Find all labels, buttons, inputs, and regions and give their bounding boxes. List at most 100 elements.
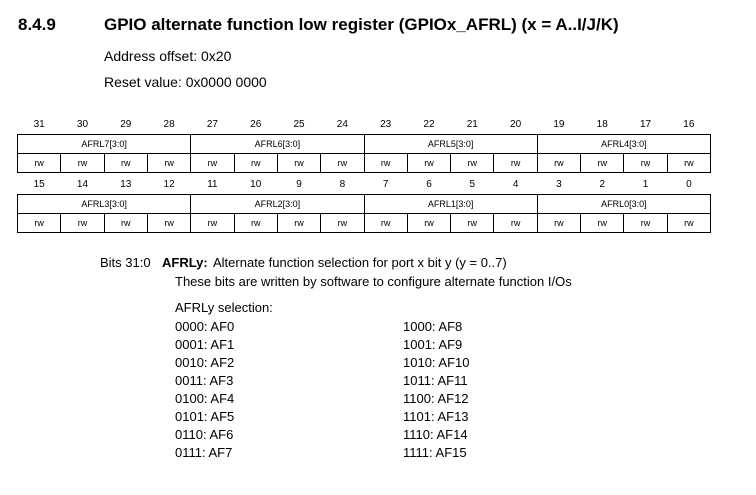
access-type: rw (190, 153, 235, 173)
bits-range: Bits 31:0 (100, 255, 151, 270)
access-type: rw (536, 213, 582, 233)
selection-item: 0100: AF4 (175, 391, 235, 406)
bit-number: 27 (206, 118, 218, 130)
bit-number: 12 (163, 178, 175, 190)
access-type: rw (320, 213, 365, 233)
access-type: rw (103, 153, 148, 173)
register-table-low: 15 14 13 12 11 10 9 8 7 6 5 4 3 2 1 0 AF… (16, 174, 712, 233)
selection-item: 1110: AF14 (403, 427, 468, 442)
field-afrl6: AFRL6[3:0] (190, 134, 365, 154)
bit-number: 22 (423, 118, 435, 130)
access-row-low: rw rw rw rw rw rw rw rw rw rw rw rw rw r… (16, 213, 712, 233)
bit-number: 9 (296, 178, 302, 190)
bit-number: 28 (163, 118, 175, 130)
field-afrl0: AFRL0[3:0] (536, 194, 712, 214)
field-row-high: AFRL7[3:0] AFRL6[3:0] AFRL5[3:0] AFRL4[3… (16, 134, 712, 154)
selection-item: 0110: AF6 (175, 427, 234, 442)
bit-number: 31 (33, 118, 45, 130)
access-type: rw (16, 153, 62, 173)
bit-number: 6 (426, 178, 432, 190)
access-type: rw (666, 213, 712, 233)
bit-number-row-low: 15 14 13 12 11 10 9 8 7 6 5 4 3 2 1 0 (18, 174, 711, 195)
bit-number: 8 (339, 178, 346, 190)
access-type: rw (666, 153, 712, 173)
access-type: rw (16, 213, 62, 233)
selection-list-right: 1000: AF8 1001: AF9 1010: AF10 1011: AF1… (403, 318, 470, 462)
field-afrl5: AFRL5[3:0] (363, 134, 538, 154)
access-type: rw (493, 213, 538, 233)
access-type: rw (60, 153, 105, 173)
bit-number: 26 (250, 118, 262, 130)
selection-item: 1001: AF9 (403, 337, 463, 352)
bit-number: 2 (599, 178, 605, 190)
access-type: rw (406, 213, 452, 233)
bit-number: 7 (382, 178, 389, 190)
selection-item: 0011: AF3 (175, 373, 234, 388)
selection-item: 1111: AF15 (403, 445, 467, 460)
access-type: rw (60, 213, 105, 233)
access-type: rw (190, 213, 235, 233)
address-offset: Address offset: 0x20 (104, 48, 232, 64)
field-afrl1: AFRL1[3:0] (363, 194, 538, 214)
selection-item: 0000: AF0 (175, 319, 235, 334)
register-table-high: 31 30 29 28 27 26 25 24 23 22 21 20 19 1… (16, 114, 712, 173)
field-row-low: AFRL3[3:0] AFRL2[3:0] AFRL1[3:0] AFRL0[3… (16, 194, 712, 214)
access-type: rw (233, 213, 278, 233)
access-row-high: rw rw rw rw rw rw rw rw rw rw rw rw rw r… (16, 153, 712, 173)
bit-number: 15 (33, 178, 45, 190)
access-type: rw (146, 153, 192, 173)
access-type: rw (450, 213, 495, 233)
field-afrl7: AFRL7[3:0] (16, 134, 192, 154)
bit-number: 5 (469, 178, 476, 190)
bit-number: 3 (556, 178, 562, 190)
selection-list-left: 0000: AF0 0001: AF1 0010: AF2 0011: AF3 … (175, 318, 234, 462)
field-afrl3: AFRL3[3:0] (16, 194, 192, 214)
bit-number: 21 (466, 118, 478, 130)
section-title: GPIO alternate function low register (GP… (104, 15, 619, 34)
access-type: rw (493, 153, 538, 173)
selection-item: 0111: AF7 (175, 445, 233, 460)
field-afrl4: AFRL4[3:0] (536, 134, 712, 154)
reset-value: Reset value: 0x0000 0000 (104, 74, 267, 90)
access-type: rw (276, 213, 322, 233)
selection-title: AFRLy selection: (175, 300, 273, 315)
access-type: rw (580, 213, 625, 233)
selection-item: 0101: AF5 (175, 409, 235, 424)
access-type: rw (363, 153, 408, 173)
bit-number: 11 (207, 178, 218, 190)
access-type: rw (146, 213, 192, 233)
access-type: rw (363, 213, 408, 233)
bit-number: 29 (120, 118, 132, 130)
selection-item: 0010: AF2 (175, 355, 235, 370)
field-afrl2: AFRL2[3:0] (190, 194, 365, 214)
bit-number: 19 (553, 118, 565, 130)
bit-number: 23 (380, 118, 392, 130)
bit-number: 16 (683, 118, 695, 130)
selection-item: 1100: AF12 (403, 391, 469, 406)
selection-item: 1011: AF11 (403, 373, 468, 388)
selection-item: 0001: AF1 (175, 337, 235, 352)
access-type: rw (580, 153, 625, 173)
access-type: rw (623, 213, 668, 233)
section-number: 8.4.9 (18, 15, 56, 34)
bit-number: 14 (76, 178, 89, 190)
access-type: rw (103, 213, 148, 233)
bit-number: 17 (639, 118, 652, 130)
selection-item: 1101: AF13 (403, 409, 469, 424)
bit-number: 20 (510, 118, 522, 130)
selection-item: 1000: AF8 (403, 319, 463, 334)
field-summary: Alternate function selection for port x … (213, 255, 507, 270)
access-type: rw (450, 153, 495, 173)
access-type: rw (276, 153, 322, 173)
field-name: AFRLy: (162, 255, 208, 270)
access-type: rw (233, 153, 278, 173)
bit-number: 30 (76, 118, 89, 130)
bit-number: 24 (336, 118, 348, 130)
bit-number: 4 (512, 178, 519, 190)
bit-number: 13 (120, 178, 132, 190)
bit-number: 1 (642, 178, 649, 190)
access-type: rw (623, 153, 668, 173)
selection-item: 1010: AF10 (403, 355, 470, 370)
bit-number: 18 (596, 118, 608, 130)
field-detail: These bits are written by software to co… (175, 274, 572, 289)
